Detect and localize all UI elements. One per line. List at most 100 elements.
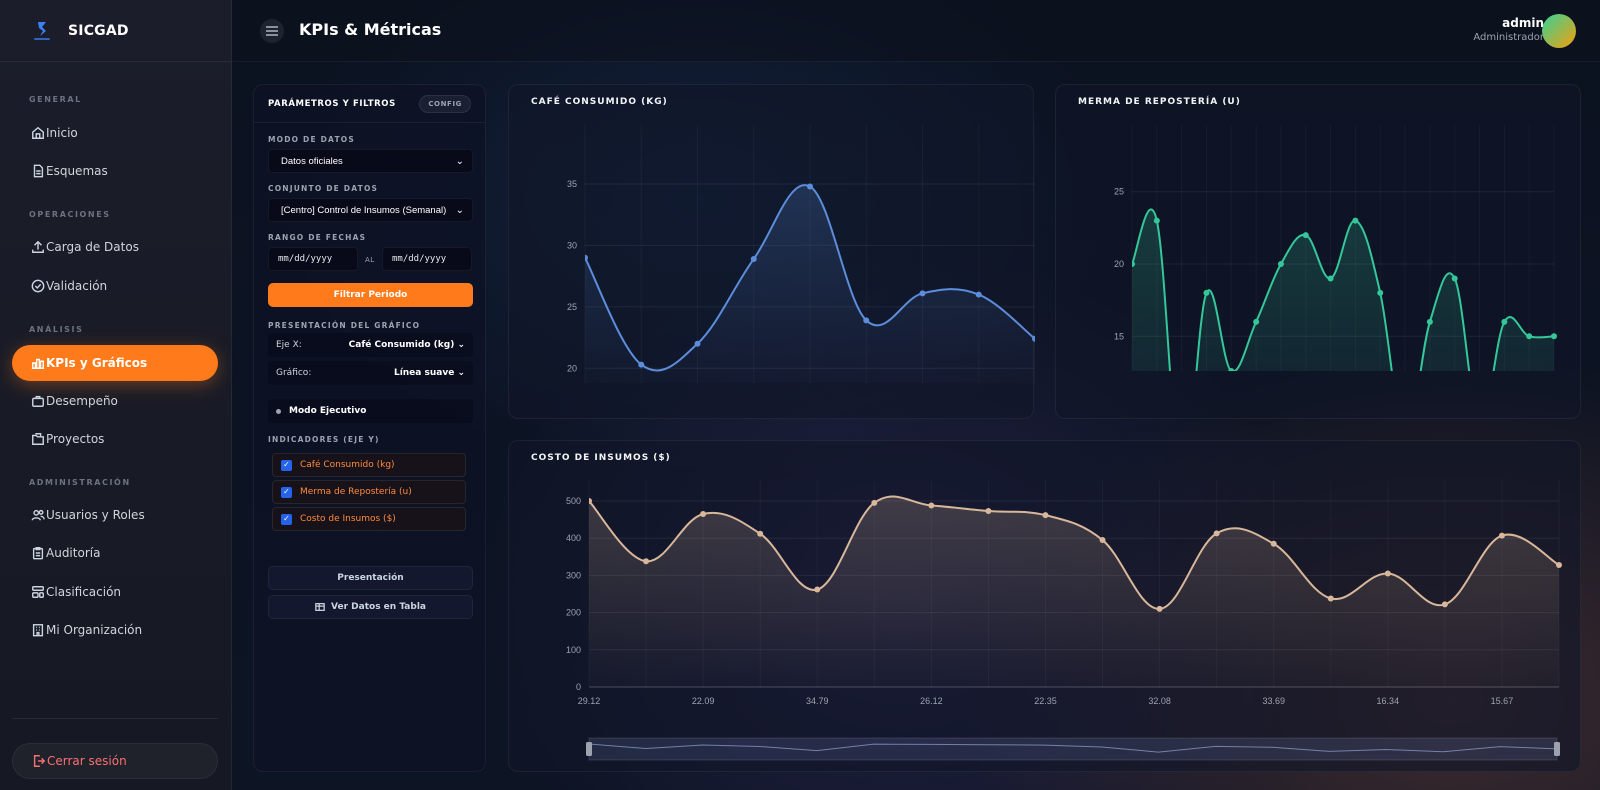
data-point <box>1270 540 1277 547</box>
logout-button[interactable]: Cerrar sesión <box>12 743 218 779</box>
data-point <box>1526 333 1533 340</box>
chart-title: COSTO DE INSUMOS ($) <box>531 453 671 463</box>
folder-icon <box>32 433 44 445</box>
indicator-cafe-checkbox[interactable]: ✓ Café Consumido (kg) <box>272 453 466 477</box>
sidebar-item-label: Usuarios y Roles <box>46 508 145 522</box>
hamburger-icon <box>266 26 278 36</box>
sidebar-item-desempeno[interactable]: Desempeño <box>12 383 218 419</box>
document-icon <box>33 164 44 178</box>
y-tick-label: 25 <box>567 302 577 312</box>
x-tick-label: 32.08 <box>1148 696 1171 706</box>
x-tick-label: 33.69 <box>1262 696 1285 706</box>
y-tick-label: 0 <box>576 682 581 692</box>
clipboard-icon <box>32 547 44 560</box>
y-tick-label: 20 <box>1114 259 1124 269</box>
chart-panel-merma: MERMA DE REPOSTERÍA (U) 25 20 15 <box>1055 84 1581 419</box>
chart-title: CAFÉ CONSUMIDO (KG) <box>531 97 668 107</box>
x-tick-label: 16.34 <box>1377 696 1400 706</box>
chart-costo-svg[interactable]: 500 400 300 200 100 0 29.12 22.09 34.79 26.12 22.3… <box>509 441 1582 773</box>
chevron-down-icon: ⌄ <box>455 156 464 167</box>
data-point <box>1302 232 1309 239</box>
sidebar-item-auditoria[interactable]: Auditoría <box>12 535 218 571</box>
filters-header: PARÁMETROS Y FILTROS CONFIG <box>254 85 485 123</box>
x-tick-label: 29.12 <box>578 696 601 706</box>
brand-logo <box>30 19 54 43</box>
x-tick-label: 22.09 <box>692 696 715 706</box>
sidebar-item-proyectos[interactable]: Proyectos <box>12 421 218 457</box>
y-tick-label: 20 <box>567 363 577 373</box>
filters-title: PARÁMETROS Y FILTROS <box>268 98 396 109</box>
indicators-label: INDICADORES (EJE Y) <box>268 435 380 444</box>
data-point <box>814 586 821 593</box>
logout-label: Cerrar sesión <box>47 754 127 768</box>
checkbox-checked-icon: ✓ <box>281 459 292 471</box>
toggle-dot <box>276 408 281 414</box>
data-point <box>694 340 701 347</box>
series-area <box>1132 209 1554 371</box>
chart-type-select[interactable]: Gráfico: Línea suave <box>268 361 473 385</box>
dataset-label: CONJUNTO DE DATOS <box>268 184 379 193</box>
chart-merma-svg[interactable]: 25 20 15 <box>1056 85 1582 420</box>
data-point <box>1156 605 1163 612</box>
sidebar-item-organizacion[interactable]: Mi Organización <box>12 612 218 648</box>
chart-type-label: Gráfico: <box>276 368 312 378</box>
sidebar-item-validacion[interactable]: Validación <box>12 268 218 304</box>
data-point <box>1132 261 1135 267</box>
date-to-input[interactable]: mm/dd/yyyy <box>382 247 472 271</box>
section-administracion: ADMINISTRACIÓN <box>29 478 131 487</box>
data-point <box>1451 275 1458 282</box>
sidebar-item-label: Proyectos <box>46 432 105 446</box>
bar-chart-icon <box>31 358 45 369</box>
presentation-button[interactable]: Presentación <box>268 566 473 590</box>
sidebar: SICGAD GENERAL Inicio Esquemas OPERACION… <box>0 0 232 790</box>
x-axis-select[interactable]: Eje X: Café Consumido (kg) <box>268 333 473 357</box>
sidebar-item-esquemas[interactable]: Esquemas <box>12 153 218 189</box>
avatar[interactable] <box>1542 14 1576 48</box>
data-point <box>589 498 592 504</box>
y-tick-label: 35 <box>567 179 577 189</box>
sidebar-item-kpis[interactable]: KPIs y Gráficos <box>12 345 218 381</box>
y-tick-label: 100 <box>566 645 581 655</box>
dataset-value: [Centro] Control de Insumos (Semanal) <box>281 204 447 216</box>
chart-panel-costo: COSTO DE INSUMOS ($) 500 400 300 200 100 0 29.… <box>508 440 1581 772</box>
data-mode-select[interactable]: Datos oficiales ⌄ <box>268 149 473 173</box>
indicator-merma-checkbox[interactable]: ✓ Merma de Repostería (u) <box>272 480 466 504</box>
y-tick-label: 30 <box>567 240 577 250</box>
data-point <box>1556 561 1562 568</box>
config-button[interactable]: CONFIG <box>419 94 471 113</box>
y-tick-label: 500 <box>566 496 581 506</box>
data-point <box>1042 512 1049 519</box>
view-table-button[interactable]: Ver Datos en Tabla <box>268 595 473 619</box>
y-tick-label: 400 <box>566 533 581 543</box>
data-point <box>1327 595 1334 602</box>
sidebar-item-clasificacion[interactable]: Clasificación <box>12 574 218 610</box>
filters-panel: PARÁMETROS Y FILTROS CONFIG MODO DE DATO… <box>253 84 486 772</box>
dataset-select[interactable]: [Centro] Control de Insumos (Semanal) ⌄ <box>268 198 473 222</box>
brand[interactable]: SICGAD <box>0 0 231 62</box>
chart-panel-cafe: CAFÉ CONSUMIDO (KG) 35 30 25 20 <box>508 84 1035 420</box>
sidebar-item-carga-datos[interactable]: Carga de Datos <box>12 229 218 265</box>
menu-toggle-button[interactable] <box>260 19 284 43</box>
filter-period-button[interactable]: Filtrar Periodo <box>268 283 473 307</box>
sidebar-item-inicio[interactable]: Inicio <box>12 115 218 151</box>
section-operaciones: OPERACIONES <box>29 210 111 219</box>
data-point <box>1277 261 1284 267</box>
indicator-costo-checkbox[interactable]: ✓ Costo de Insumos ($) <box>272 507 466 531</box>
section-analisis: ANÁLISIS <box>29 325 84 334</box>
sidebar-item-label: Desempeño <box>46 394 118 408</box>
chart-cafe-svg[interactable]: 35 30 25 20 <box>509 85 1035 420</box>
data-point <box>1253 318 1260 325</box>
upload-icon <box>32 240 44 253</box>
check-circle-icon <box>31 279 45 293</box>
series-area <box>589 496 1559 687</box>
sidebar-item-usuarios[interactable]: Usuarios y Roles <box>12 497 218 533</box>
date-from-input[interactable]: mm/dd/yyyy <box>268 247 358 271</box>
date-separator: AL <box>365 256 375 264</box>
indicator-label: Merma de Repostería (u) <box>300 487 412 497</box>
executive-mode-toggle[interactable]: Modo Ejecutivo <box>268 399 473 423</box>
data-point <box>1352 217 1359 224</box>
chart-type-value: Línea suave <box>394 368 465 378</box>
data-point <box>585 254 588 261</box>
y-tick-label: 300 <box>566 570 581 580</box>
sidebar-item-label: KPIs y Gráficos <box>46 356 148 370</box>
